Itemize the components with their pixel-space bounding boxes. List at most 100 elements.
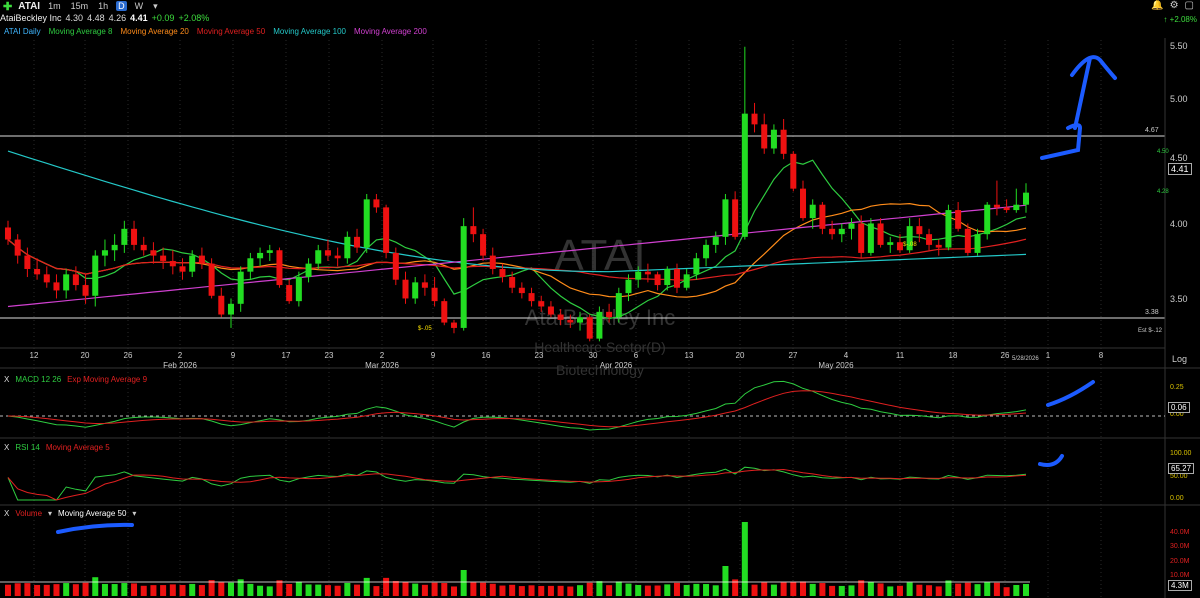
- candle-body[interactable]: [664, 268, 671, 286]
- timeframe-1m[interactable]: 1m: [48, 1, 61, 11]
- candle-body[interactable]: [392, 252, 399, 280]
- candle-body[interactable]: [441, 301, 448, 323]
- volume-label[interactable]: Volume: [15, 509, 43, 518]
- alert-icon[interactable]: 🔔: [1151, 0, 1164, 11]
- candle-body[interactable]: [72, 274, 79, 286]
- candle-body[interactable]: [480, 234, 487, 256]
- candle-body[interactable]: [189, 255, 196, 272]
- candle-body[interactable]: [935, 244, 942, 248]
- candle-body[interactable]: [1022, 192, 1030, 205]
- candle-body[interactable]: [450, 322, 457, 328]
- candle-body[interactable]: [557, 314, 564, 320]
- candle-body[interactable]: [838, 228, 845, 235]
- candle-body[interactable]: [509, 277, 516, 288]
- candle-body[interactable]: [800, 188, 807, 219]
- candle-body[interactable]: [635, 271, 642, 280]
- candle-body[interactable]: [344, 236, 351, 259]
- earnings-marker-1[interactable]: $-.05: [418, 326, 432, 332]
- legend-item-ma50[interactable]: Moving Average 50: [196, 27, 266, 36]
- candle-body[interactable]: [431, 287, 438, 302]
- candle-body[interactable]: [24, 255, 31, 269]
- volume-ma-label[interactable]: Moving Average 50: [58, 509, 127, 518]
- candle-body[interactable]: [586, 317, 593, 339]
- earnings-estimate[interactable]: Est $-.12: [1138, 328, 1163, 334]
- candle-body[interactable]: [809, 204, 816, 219]
- candle-body[interactable]: [926, 234, 933, 245]
- candle-body[interactable]: [984, 204, 991, 235]
- candle-body[interactable]: [34, 268, 41, 275]
- candle-body[interactable]: [683, 274, 690, 288]
- candle-body[interactable]: [916, 226, 923, 235]
- candle-body[interactable]: [993, 204, 1000, 208]
- candle-body[interactable]: [150, 250, 157, 256]
- candle-body[interactable]: [363, 199, 370, 248]
- candle-body[interactable]: [896, 242, 903, 251]
- add-symbol-icon[interactable]: ✚: [3, 0, 13, 13]
- candle-body[interactable]: [654, 274, 661, 286]
- candle-body[interactable]: [567, 319, 574, 323]
- volume-ma-dropdown-icon[interactable]: ▾: [132, 509, 137, 518]
- candle-body[interactable]: [547, 306, 554, 315]
- volume-dropdown-icon[interactable]: ▾: [48, 509, 53, 518]
- candle-body[interactable]: [373, 199, 380, 208]
- candle-body[interactable]: [712, 236, 719, 245]
- candle-body[interactable]: [722, 199, 729, 237]
- candle-body[interactable]: [247, 258, 254, 272]
- candle-body[interactable]: [819, 204, 826, 229]
- candle-body[interactable]: [528, 293, 535, 302]
- candle-body[interactable]: [780, 129, 787, 154]
- candle-body[interactable]: [4, 227, 12, 240]
- candle-body[interactable]: [82, 285, 89, 296]
- candle-body[interactable]: [257, 252, 264, 259]
- candle-body[interactable]: [101, 250, 108, 256]
- candle-body[interactable]: [334, 255, 341, 259]
- symbol-input[interactable]: ATAI: [18, 0, 41, 12]
- rsi-label[interactable]: RSI 14: [15, 443, 40, 452]
- candle-body[interactable]: [111, 244, 118, 251]
- candle-body[interactable]: [160, 255, 167, 261]
- candle-body[interactable]: [906, 226, 913, 251]
- candle-body[interactable]: [276, 250, 283, 286]
- candle-body[interactable]: [577, 317, 584, 323]
- chevron-down-icon[interactable]: ▾: [153, 0, 158, 11]
- rsi-ma-label[interactable]: Moving Average 5: [45, 443, 110, 452]
- candle-body[interactable]: [131, 228, 138, 245]
- candle-body[interactable]: [644, 271, 651, 275]
- candle-body[interactable]: [14, 239, 21, 256]
- scale-log-toggle[interactable]: Log: [1172, 354, 1188, 364]
- candle-body[interactable]: [121, 228, 128, 245]
- candle-body[interactable]: [538, 301, 545, 307]
- candle-body[interactable]: [945, 210, 952, 248]
- candle-body[interactable]: [305, 263, 312, 278]
- candle-body[interactable]: [955, 210, 962, 229]
- candle-body[interactable]: [606, 311, 613, 318]
- candle-body[interactable]: [286, 285, 293, 302]
- candle-body[interactable]: [169, 260, 176, 267]
- maximize-icon[interactable]: ▢: [1184, 0, 1194, 11]
- candle-body[interactable]: [266, 250, 273, 253]
- candle-body[interactable]: [43, 274, 50, 283]
- candle-body[interactable]: [499, 268, 506, 278]
- candle-body[interactable]: [732, 199, 739, 237]
- settings-icon[interactable]: ⚙: [1169, 0, 1179, 11]
- candle-body[interactable]: [625, 279, 632, 294]
- candle-body[interactable]: [964, 228, 971, 253]
- candle-body[interactable]: [198, 255, 205, 264]
- candle-body[interactable]: [324, 250, 331, 256]
- candle-body[interactable]: [596, 311, 603, 339]
- candle-body[interactable]: [218, 295, 225, 315]
- close-icon[interactable]: X: [4, 509, 10, 518]
- earnings-marker-2[interactable]: $-.08: [903, 242, 917, 248]
- timeframe-d[interactable]: D: [116, 1, 127, 11]
- candle-body[interactable]: [237, 271, 244, 304]
- candle-body[interactable]: [1003, 207, 1010, 211]
- timeframe-1h[interactable]: 1h: [98, 1, 109, 11]
- candle-body[interactable]: [751, 113, 758, 125]
- candle-body[interactable]: [703, 244, 710, 259]
- legend-item-ma20[interactable]: Moving Average 20: [120, 27, 189, 36]
- candle-body[interactable]: [412, 282, 419, 299]
- candle-body[interactable]: [848, 223, 855, 229]
- candle-body[interactable]: [460, 226, 467, 328]
- candle-body[interactable]: [877, 223, 884, 245]
